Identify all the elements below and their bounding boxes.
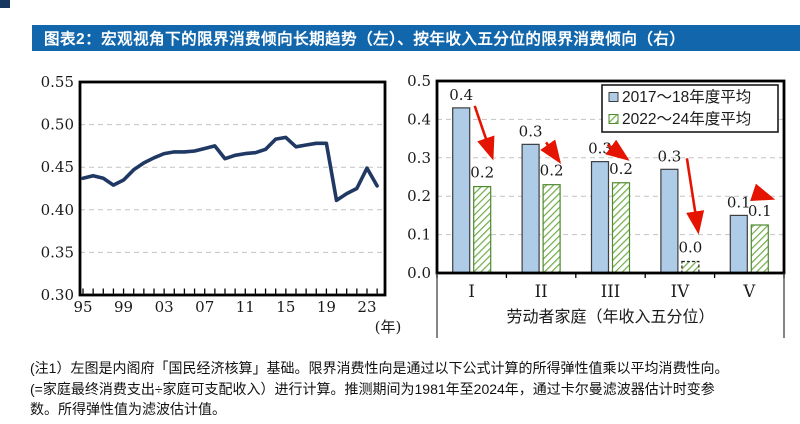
x-axis-title: 劳动者家庭（年收入五分位） bbox=[506, 308, 714, 326]
x-tick-label: 99 bbox=[114, 298, 133, 316]
legend-box bbox=[601, 84, 779, 133]
category-label: I bbox=[468, 282, 475, 301]
bar-value-label: 0.0 bbox=[678, 238, 702, 256]
plot-border bbox=[435, 79, 786, 275]
y-tick-label: 0.45 bbox=[41, 158, 74, 176]
bar-2017-18-IV bbox=[660, 168, 679, 274]
bar-2022-24-IV bbox=[681, 260, 700, 274]
footnote-line-2: (=家庭最终消费支出÷家庭可支配收入）进行计算。推测期间为1981年至2024年… bbox=[30, 380, 715, 397]
trend-line bbox=[81, 135, 379, 203]
category-label: II bbox=[535, 282, 548, 301]
bar-value-label: 0.3 bbox=[657, 147, 681, 165]
bar-value-label: 0.3 bbox=[588, 140, 612, 158]
y-tick-label: 0.50 bbox=[41, 116, 74, 134]
footnote-line-1: (注1）左图是内阁府「国民经济核算」基础。限界消费性向是通过以下公式计算的所得弹… bbox=[30, 360, 729, 376]
plot-border bbox=[78, 80, 387, 297]
x-tick-label: 11 bbox=[236, 298, 255, 316]
bar-value-label: 0.2 bbox=[470, 164, 494, 182]
corner-decoration bbox=[0, 0, 10, 8]
x-axis-unit: (年) bbox=[375, 318, 402, 336]
bar-2017-18-I bbox=[452, 107, 471, 274]
title-bar: 图表2：宏观视角下的限界消费倾向长期趋势（左）、按年收入五分位的限界消费倾向（右… bbox=[32, 25, 800, 51]
y-tick-label: 0.5 bbox=[407, 72, 431, 90]
bar-2022-24-I bbox=[473, 185, 492, 274]
legend-marker-2 bbox=[608, 114, 619, 124]
bar-2022-24-V bbox=[750, 224, 769, 274]
decline-arrow-III bbox=[605, 139, 630, 161]
y-tick-label: 0.40 bbox=[41, 201, 74, 219]
figure-title: 图表2：宏观视角下的限界消费倾向长期趋势（左）、按年收入五分位的限界消费倾向（右… bbox=[44, 31, 686, 48]
x-tick-label: 19 bbox=[317, 298, 336, 316]
y-tick-label: 0.55 bbox=[41, 73, 74, 91]
x-tick-label: 15 bbox=[276, 298, 295, 316]
legend-label-2: 2022～24年度平均 bbox=[622, 110, 751, 128]
y-tick-label: 0.0 bbox=[407, 264, 431, 282]
footnote-line-3: 数。所得弹性值为滤波估计值。 bbox=[30, 401, 226, 417]
mpc-quintile-bar-chart: 0.5 0.4 0.3 0.2 0.1 0.0 0.4 0.2 0.3 0.2 0.3 0.2 0.3 0… bbox=[407, 72, 786, 338]
category-label: V bbox=[742, 282, 756, 301]
legend-marker-1 bbox=[608, 92, 619, 102]
y-tick-label: 0.3 bbox=[407, 149, 431, 167]
bar-value-label: 0.2 bbox=[540, 162, 564, 180]
y-tick-label: 0.35 bbox=[41, 243, 74, 261]
bar-2017-18-III bbox=[590, 161, 610, 274]
bar-2017-18-V bbox=[729, 214, 748, 274]
y-tick-label: 0.4 bbox=[407, 110, 431, 128]
bar-value-label: 0.1 bbox=[748, 202, 772, 220]
category-label: IV bbox=[671, 282, 691, 301]
x-tick-label: 07 bbox=[195, 298, 214, 316]
decline-arrow-IV bbox=[685, 158, 705, 235]
y-tick-label: 0.30 bbox=[41, 286, 74, 304]
bar-2022-24-III bbox=[611, 182, 631, 274]
x-tick-label: 23 bbox=[357, 298, 376, 316]
decline-arrow-I bbox=[473, 105, 495, 161]
x-tick-label: 03 bbox=[155, 298, 174, 316]
bar-value-label: 0.3 bbox=[519, 122, 543, 140]
footnote: (注1）左图是内阁府「国民经济核算」基础。限界消费性向是通过以下公式计算的所得弹… bbox=[30, 358, 792, 420]
bar-value-label: 0.1 bbox=[727, 193, 751, 211]
x-tick-label: 95 bbox=[73, 298, 92, 316]
legend-label-1: 2017～18年度平均 bbox=[622, 88, 751, 106]
decline-arrow-II bbox=[540, 139, 562, 164]
y-tick-label: 0.1 bbox=[407, 226, 431, 244]
y-tick-label: 0.2 bbox=[407, 187, 431, 205]
bar-2022-24-II bbox=[542, 184, 561, 274]
bar-value-label: 0.2 bbox=[609, 160, 633, 178]
bar-value-label: 0.4 bbox=[449, 86, 473, 104]
decline-arrow-V bbox=[750, 183, 776, 201]
category-label: III bbox=[601, 282, 621, 301]
bar-2017-18-II bbox=[521, 143, 540, 274]
